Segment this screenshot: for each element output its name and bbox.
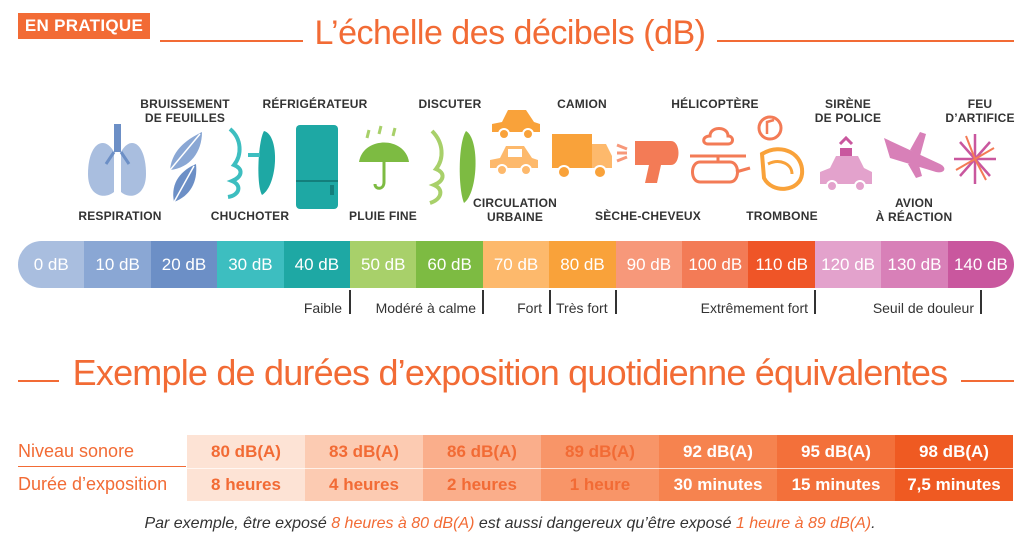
source-label-traffic: CIRCULATION URBAINE: [473, 196, 557, 224]
decibel-scale: 0 dB 10 dB 20 dB 30 dB 40 dB 50 dB 60 dB…: [18, 241, 1014, 288]
table-cell-level: 80 dB(A): [211, 442, 281, 461]
title-rule-right: [694, 40, 1014, 42]
example-note: Par exemple, être exposé 8 heures à 80 d…: [144, 515, 876, 532]
source-label-whisper: CHUCHOTER: [210, 209, 290, 223]
trombone-icon: [757, 115, 805, 191]
source-label-truck: CAMION: [557, 97, 607, 111]
scale-segment-120: 120 dB: [814, 241, 882, 288]
discuss-icon: [428, 129, 476, 205]
table-cell-divider: [777, 468, 895, 469]
title-rule-left: [160, 40, 338, 42]
category-faible: Faible: [303, 300, 342, 316]
fridge-icon: [296, 125, 338, 209]
table-cell-divider: [305, 468, 423, 469]
category-seuil-douleur: Seuil de douleur: [872, 300, 974, 316]
table-cell-duration: 15 minutes: [791, 475, 881, 494]
table-cell-level: 86 dB(A): [447, 442, 517, 461]
scale-title: L’échelle des décibels (dB): [0, 14, 1020, 53]
category-tick: [549, 290, 551, 314]
umbrella-icon: [359, 125, 409, 190]
table-cell-level: 89 dB(A): [565, 442, 635, 461]
scale-segment-20: 20 dB: [150, 241, 218, 288]
scale-segment-60: 60 dB: [416, 241, 483, 288]
scale-segment-140: 140 dB: [947, 241, 1014, 288]
jet-plane-icon: [884, 132, 945, 178]
police-siren-icon: [820, 135, 872, 192]
car-icon: [492, 110, 540, 140]
source-label-jet: AVION À RÉACTION: [875, 196, 953, 224]
row-label-duration: Durée d’exposition: [18, 474, 168, 494]
source-label-fridge: RÉFRIGÉRATEUR: [262, 97, 368, 111]
source-label-respiration: RESPIRATION: [78, 209, 162, 223]
scale-segment-30: 30 dB: [217, 241, 284, 288]
table-cell-divider: [423, 468, 541, 469]
table-cell-divider: [895, 468, 1013, 469]
category-tick: [349, 290, 351, 314]
source-label-fireworks: FEU D’ARTIFICE: [945, 97, 1015, 125]
source-label-discuss: DISCUTER: [418, 97, 482, 111]
category-extremement-fort: Extrêmement fort: [700, 300, 808, 316]
scale-segment-10: 10 dB: [84, 241, 151, 288]
truck-icon: [552, 134, 612, 179]
scale-segment-70: 70 dB: [482, 241, 550, 288]
table-cell-level: 98 dB(A): [919, 442, 989, 461]
fireworks-icon: [954, 134, 996, 184]
table-cell-duration: 2 heures: [447, 475, 517, 494]
table-cell-divider: [659, 468, 777, 469]
table-cell-duration: 7,5 minutes: [907, 475, 1001, 494]
category-tick: [814, 290, 816, 314]
scale-segment-110: 110 dB: [748, 241, 815, 288]
table-cell-level: 95 dB(A): [801, 442, 871, 461]
scale-segment-90: 90 dB: [615, 241, 683, 288]
source-label-police: SIRÈNE DE POLICE: [814, 97, 882, 125]
scale-segment-100: 100 dB: [682, 241, 749, 288]
section-badge: EN PRATIQUE: [18, 13, 150, 39]
scale-segment-80: 80 dB: [549, 241, 616, 288]
table-cell-duration: 30 minutes: [673, 475, 763, 494]
car-traffic-icon: [490, 146, 538, 176]
category-tick: [615, 290, 617, 314]
category-fort: Fort: [517, 300, 542, 316]
scale-segment-0: 0 dB: [18, 241, 85, 288]
whisper-icon: [226, 127, 276, 199]
category-tick: [980, 290, 982, 314]
table-cell-divider: [541, 468, 659, 469]
table-cell-duration: 8 heures: [211, 475, 281, 494]
table-cell-divider: [187, 468, 305, 469]
scale-segment-40: 40 dB: [283, 241, 351, 288]
row-label-level: Niveau sonore: [18, 441, 135, 461]
category-tick: [482, 290, 484, 314]
table-cell-duration: 4 heures: [329, 475, 399, 494]
helicopter-icon: [690, 127, 751, 184]
table-cell-duration: 1 heure: [569, 475, 631, 494]
exposure-title: Exemple de durées d’exposition quotidien…: [0, 352, 1020, 394]
hairdryer-icon: [616, 141, 679, 183]
source-label-hairdryer: SÈCHE-CHEVEUX: [595, 209, 701, 223]
source-label-rain: PLUIE FINE: [348, 209, 417, 223]
scale-segment-50: 50 dB: [350, 241, 417, 288]
table-cell-level: 92 dB(A): [683, 442, 753, 461]
source-label-helicopter: HÉLICOPTÈRE: [671, 97, 759, 111]
scale-segment-130: 130 dB: [881, 241, 948, 288]
leaves-icon: [169, 132, 202, 203]
lungs-icon: [88, 124, 146, 196]
source-label-leaves: BRUISSEMENT DE FEUILLES: [140, 97, 230, 125]
category-modere: Modéré à calme: [375, 300, 476, 316]
category-tres-fort: Très fort: [556, 300, 608, 316]
table-cell-level: 83 dB(A): [329, 442, 399, 461]
table-row-divider: [18, 466, 186, 467]
source-label-trombone: TROMBONE: [746, 209, 818, 223]
